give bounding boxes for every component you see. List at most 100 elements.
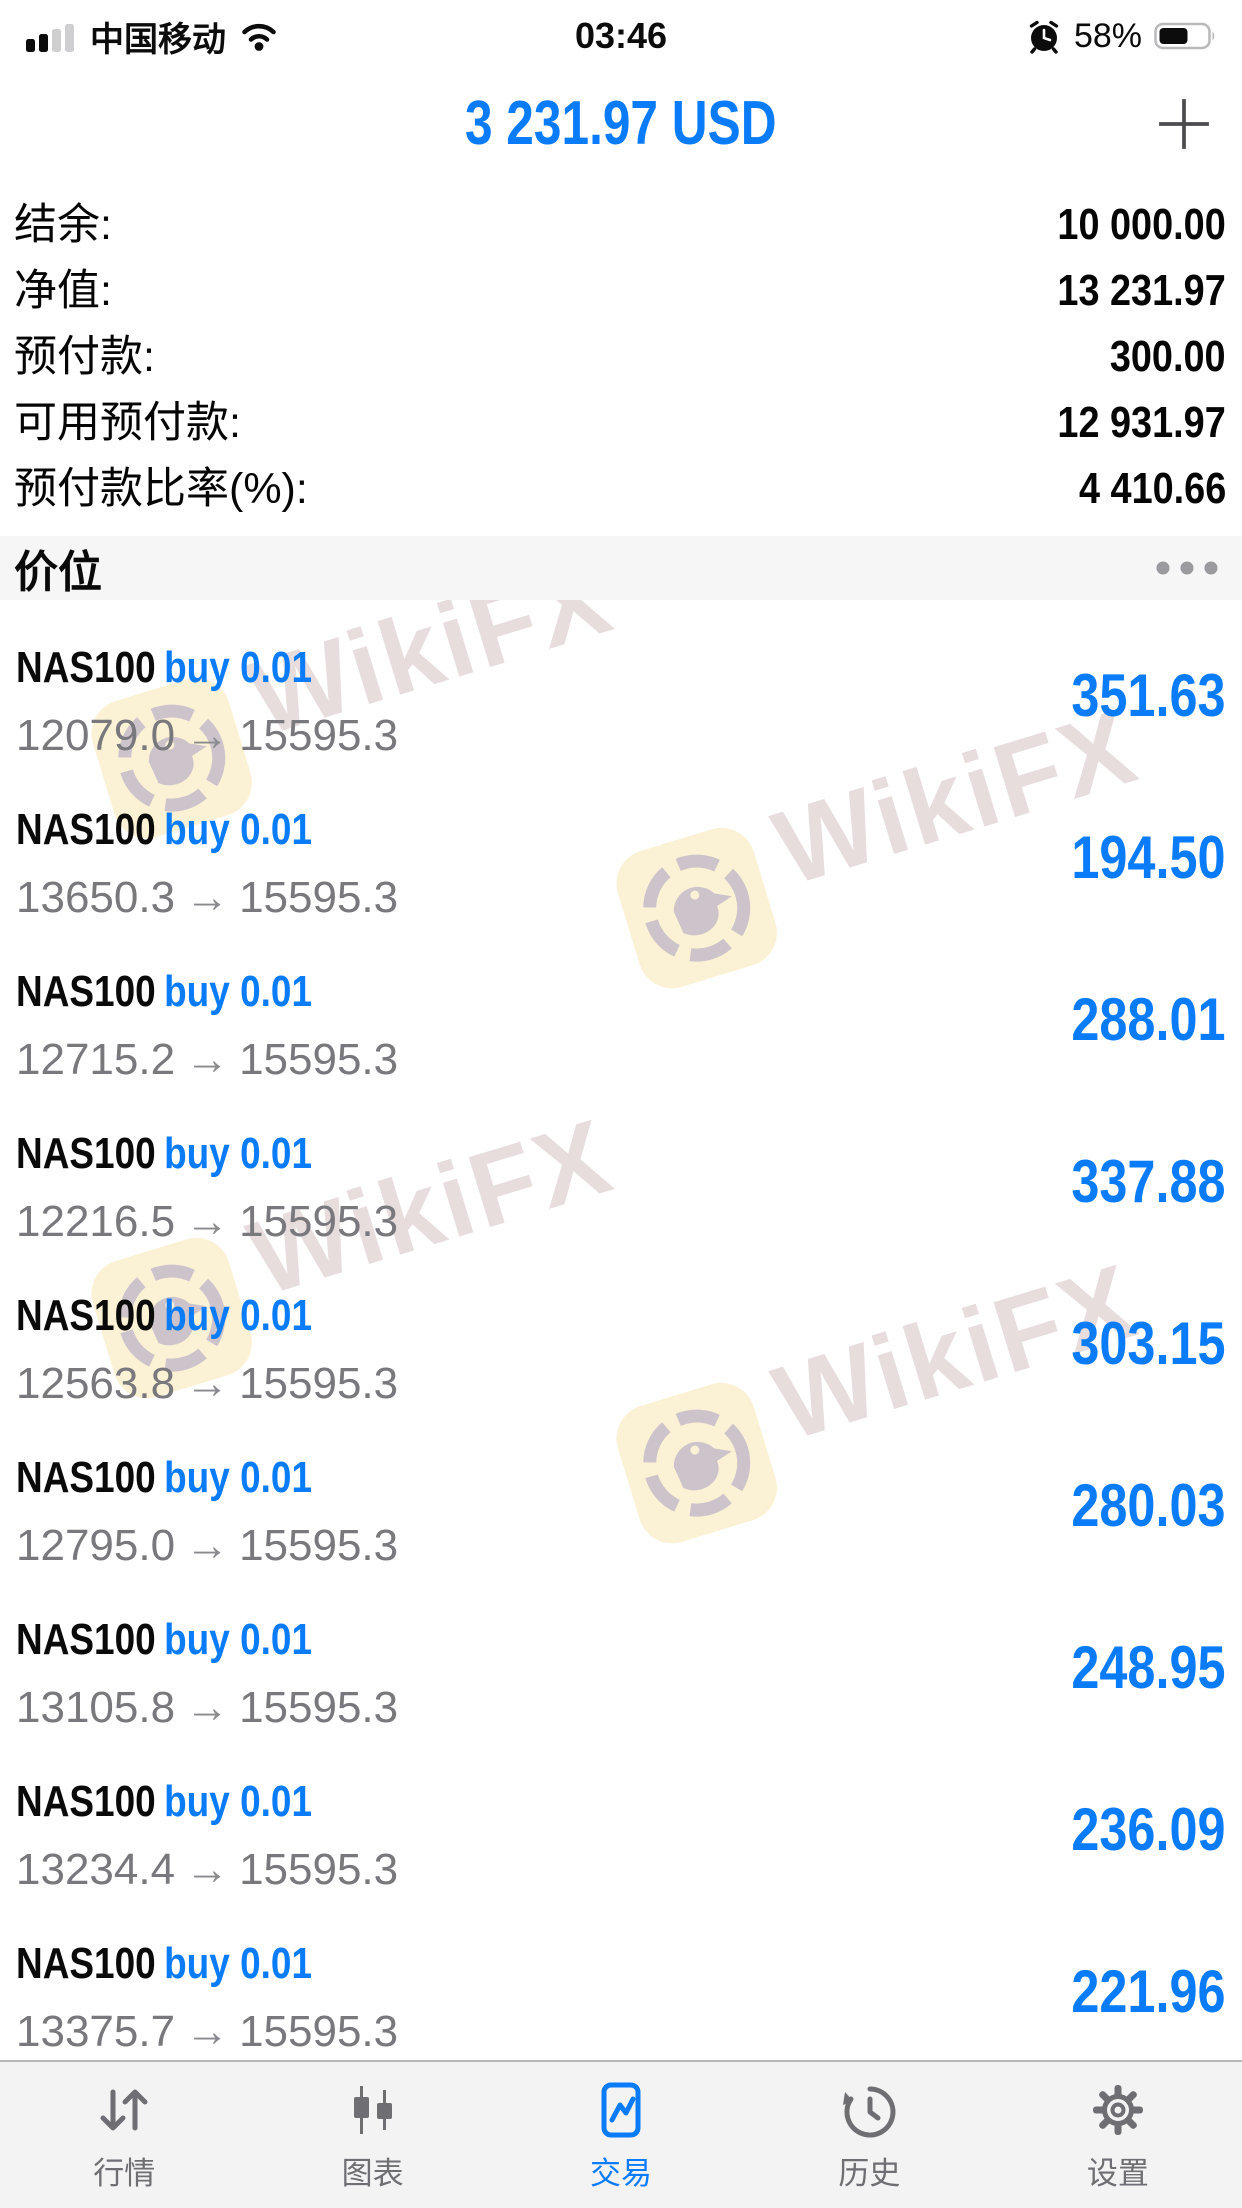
summary-label: 预付款比率(%): xyxy=(14,465,308,513)
summary-label: 净值: xyxy=(14,267,112,315)
position-profit: 303.15 xyxy=(1071,1310,1226,1377)
summary-value: 300.00 xyxy=(1110,332,1226,381)
current-price: 15595.3 xyxy=(239,1197,399,1246)
tab-label: 行情 xyxy=(93,2156,156,2191)
position-row[interactable]: NAS100 buy 0.01 13375.7 → 15595.3 221.96 xyxy=(0,1926,1242,2088)
signal-bars-icon xyxy=(26,24,74,52)
position-symbol: NAS100 xyxy=(16,643,156,692)
summary-row: 可用预付款: 12 931.97 xyxy=(0,390,1242,456)
section-title: 价位 xyxy=(14,548,102,597)
current-price: 15595.3 xyxy=(239,1359,399,1408)
carrier-label: 中国移动 xyxy=(90,20,226,59)
position-side-volume: buy 0.01 xyxy=(164,1291,313,1340)
account-summary: 结余: 10 000.00 净值: 13 231.97 预付款: 300.00 … xyxy=(0,192,1242,522)
ellipsis-icon[interactable] xyxy=(1154,560,1220,576)
position-symbol: NAS100 xyxy=(16,1615,156,1664)
position-profit: 337.88 xyxy=(1071,1148,1226,1215)
summary-label: 可用预付款: xyxy=(14,399,241,447)
summary-row: 净值: 13 231.97 xyxy=(0,258,1242,324)
open-price: 13375.7 xyxy=(16,2007,176,2056)
summary-value: 12 931.97 xyxy=(1057,398,1226,447)
open-price: 12795.0 xyxy=(16,1521,176,1570)
arrow-right-icon: → xyxy=(185,873,230,922)
position-side-volume: buy 0.01 xyxy=(164,1453,313,1502)
position-prices: 13234.4 → 15595.3 xyxy=(16,1844,398,1896)
position-side-volume: buy 0.01 xyxy=(164,1939,313,1988)
clock-time: 03:46 xyxy=(574,15,668,56)
open-price: 12715.2 xyxy=(16,1035,176,1084)
position-prices: 12216.5 → 15595.3 xyxy=(16,1196,398,1248)
position-symbol: NAS100 xyxy=(16,1939,156,1988)
position-side-volume: buy 0.01 xyxy=(164,967,313,1016)
current-price: 15595.3 xyxy=(239,873,399,922)
account-header: 3 231.97 USD xyxy=(0,62,1242,190)
arrow-right-icon: → xyxy=(185,1521,230,1570)
position-symbol: NAS100 xyxy=(16,1129,156,1178)
tab-label: 图表 xyxy=(341,2156,404,2191)
positions-list: NAS100 buy 0.01 12079.0 → 15595.3 351.63 NA… xyxy=(0,630,1242,2088)
position-symbol: NAS100 xyxy=(16,1453,156,1502)
position-prices: 12563.8 → 15595.3 xyxy=(16,1358,398,1410)
wifi-icon xyxy=(242,23,276,51)
position-prices: 13650.3 → 15595.3 xyxy=(16,872,398,924)
current-price: 15595.3 xyxy=(239,711,399,760)
open-price: 13105.8 xyxy=(16,1683,176,1732)
position-prices: 13375.7 → 15595.3 xyxy=(16,2006,398,2058)
tab-history[interactable]: 历史 xyxy=(745,2062,993,2208)
current-price: 15595.3 xyxy=(239,1521,399,1570)
position-profit: 221.96 xyxy=(1071,1958,1226,2025)
tab-quotes[interactable]: 行情 xyxy=(0,2062,248,2208)
position-symbol: NAS100 xyxy=(16,967,156,1016)
current-price: 15595.3 xyxy=(239,1683,399,1732)
position-row[interactable]: NAS100 buy 0.01 12216.5 → 15595.3 337.88 xyxy=(0,1116,1242,1278)
position-row[interactable]: NAS100 buy 0.01 13650.3 → 15595.3 194.50 xyxy=(0,792,1242,954)
settings-icon xyxy=(1092,2085,1143,2135)
position-row[interactable]: NAS100 buy 0.01 13234.4 → 15595.3 236.09 xyxy=(0,1764,1242,1926)
current-price: 15595.3 xyxy=(239,1845,399,1894)
position-prices: 13105.8 → 15595.3 xyxy=(16,1682,398,1734)
arrow-right-icon: → xyxy=(185,1359,230,1408)
plus-icon[interactable] xyxy=(1156,96,1212,152)
tab-label: 交易 xyxy=(590,2156,653,2191)
position-profit: 236.09 xyxy=(1071,1796,1226,1863)
position-profit: 280.03 xyxy=(1071,1472,1226,1539)
status-bar: 中国移动 03:46 58% xyxy=(0,0,1242,62)
arrow-right-icon: → xyxy=(185,1845,230,1894)
tab-label: 设置 xyxy=(1086,2156,1149,2191)
current-price: 15595.3 xyxy=(239,2007,399,2056)
position-profit: 248.95 xyxy=(1071,1634,1226,1701)
position-row[interactable]: NAS100 buy 0.01 12715.2 → 15595.3 288.01 xyxy=(0,954,1242,1116)
arrow-right-icon: → xyxy=(185,1197,230,1246)
tab-settings[interactable]: 设置 xyxy=(994,2062,1242,2208)
tab-label: 历史 xyxy=(838,2156,901,2191)
quotes-icon xyxy=(100,2089,148,2131)
open-price: 12079.0 xyxy=(16,711,176,760)
charts-icon xyxy=(353,2086,392,2134)
position-row[interactable]: NAS100 buy 0.01 13105.8 → 15595.3 248.95 xyxy=(0,1602,1242,1764)
open-price: 12216.5 xyxy=(16,1197,176,1246)
tab-trade[interactable]: 交易 xyxy=(497,2062,745,2208)
position-profit: 288.01 xyxy=(1071,986,1226,1053)
summary-row: 结余: 10 000.00 xyxy=(0,192,1242,258)
battery-percent-label: 58% xyxy=(1073,16,1142,55)
arrow-right-icon: → xyxy=(185,711,230,760)
position-symbol: NAS100 xyxy=(16,805,156,854)
arrow-right-icon: → xyxy=(185,1683,230,1732)
position-row[interactable]: NAS100 buy 0.01 12563.8 → 15595.3 303.15 xyxy=(0,1278,1242,1440)
position-side-volume: buy 0.01 xyxy=(164,1129,313,1178)
alarm-icon xyxy=(1029,20,1059,54)
position-row[interactable]: NAS100 buy 0.01 12795.0 → 15595.3 280.03 xyxy=(0,1440,1242,1602)
tab-bar: 行情 图表 交易 xyxy=(0,2060,1242,2208)
summary-value: 10 000.00 xyxy=(1057,200,1226,249)
arrow-right-icon: → xyxy=(185,1035,230,1084)
summary-label: 结余: xyxy=(14,201,112,249)
summary-row: 预付款: 300.00 xyxy=(0,324,1242,390)
summary-label: 预付款: xyxy=(14,333,155,381)
positions-section-header: 价位 xyxy=(0,536,1242,600)
position-prices: 12079.0 → 15595.3 xyxy=(16,710,398,762)
position-side-volume: buy 0.01 xyxy=(164,805,313,854)
position-row[interactable]: NAS100 buy 0.01 12079.0 → 15595.3 351.63 xyxy=(0,630,1242,792)
open-price: 13234.4 xyxy=(16,1845,176,1894)
tab-charts[interactable]: 图表 xyxy=(248,2062,496,2208)
